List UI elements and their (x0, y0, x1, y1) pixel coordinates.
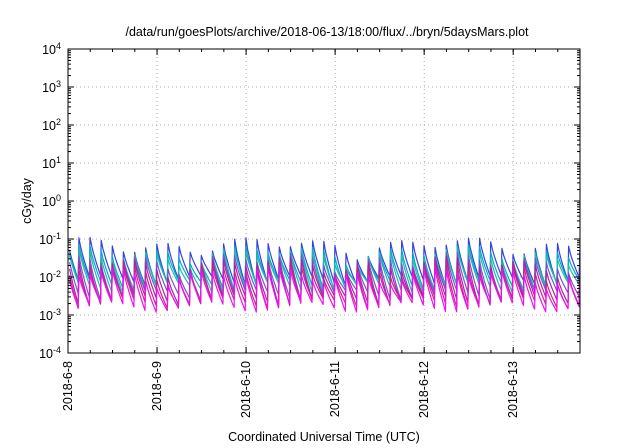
y-tick-label: 10-2 (39, 269, 61, 285)
y-tick-label: 10-3 (39, 307, 61, 323)
x-axis-label: Coordinated Universal Time (UTC) (228, 430, 420, 444)
y-axis-label: cGy/day (20, 177, 34, 224)
y-tick-label: 101 (42, 155, 61, 171)
x-tick-label: 2018-6-12 (417, 361, 431, 418)
x-tick-label: 2018-6-9 (150, 361, 164, 411)
x-ticks: 2018-6-8 2018-6-9 2018-6-10 2018-6-11 2018-6… (61, 49, 581, 418)
x-tick-label: 2018-6-10 (239, 361, 253, 418)
y-tick-label: 104 (42, 41, 61, 57)
x-tick-label: 2018-6-11 (328, 361, 342, 417)
x-tick-label: 2018-6-13 (506, 361, 520, 418)
chart-title: /data/run/goesPlots/archive/2018-06-13/1… (125, 25, 529, 39)
x-tick-label: 2018-6-8 (61, 361, 75, 411)
y-tick-label: 100 (42, 193, 61, 209)
y-ticks: 10-4 10-3 10-2 10-1 100 101 102 103 104 (39, 41, 580, 361)
y-tick-label: 10-4 (39, 345, 61, 361)
series-line (68, 251, 581, 301)
y-tick-label: 102 (42, 117, 61, 133)
series-group (68, 236, 581, 313)
y-tick-label: 103 (42, 79, 61, 95)
y-tick-label: 10-1 (39, 231, 61, 247)
series-line (68, 266, 581, 313)
series-line (68, 246, 581, 294)
